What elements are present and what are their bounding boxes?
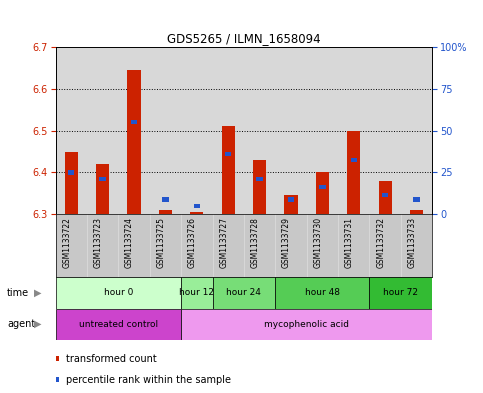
Bar bbox=[56, 277, 181, 309]
Bar bbox=[410, 210, 423, 214]
Text: GSM1133727: GSM1133727 bbox=[219, 217, 228, 268]
Bar bbox=[253, 160, 266, 214]
Bar bbox=[225, 152, 231, 156]
Text: GSM1133731: GSM1133731 bbox=[345, 217, 354, 268]
Text: GSM1133725: GSM1133725 bbox=[156, 217, 165, 268]
Text: ▶: ▶ bbox=[34, 288, 42, 298]
Bar bbox=[96, 164, 109, 214]
Text: hour 72: hour 72 bbox=[384, 288, 418, 297]
Bar bbox=[284, 195, 298, 214]
Bar bbox=[256, 176, 263, 181]
Bar bbox=[222, 127, 235, 214]
Bar bbox=[382, 193, 388, 198]
Bar bbox=[181, 309, 432, 340]
Bar bbox=[159, 210, 172, 214]
Text: untreated control: untreated control bbox=[79, 320, 158, 329]
Bar bbox=[65, 152, 78, 214]
Text: hour 48: hour 48 bbox=[305, 288, 340, 297]
Bar bbox=[316, 173, 329, 214]
Bar bbox=[128, 70, 141, 214]
Bar bbox=[319, 185, 326, 189]
Text: agent: agent bbox=[7, 319, 35, 329]
Text: GSM1133726: GSM1133726 bbox=[188, 217, 197, 268]
Text: GSM1133729: GSM1133729 bbox=[282, 217, 291, 268]
Bar bbox=[369, 277, 432, 309]
Bar bbox=[194, 204, 200, 208]
Text: mycophenolic acid: mycophenolic acid bbox=[264, 320, 349, 329]
Text: GSM1133724: GSM1133724 bbox=[125, 217, 134, 268]
Text: GSM1133733: GSM1133733 bbox=[408, 217, 416, 268]
Bar bbox=[413, 198, 420, 202]
Bar bbox=[181, 277, 213, 309]
Bar bbox=[56, 309, 181, 340]
Text: GSM1133728: GSM1133728 bbox=[251, 217, 260, 268]
Bar bbox=[162, 198, 169, 202]
Text: percentile rank within the sample: percentile rank within the sample bbox=[66, 375, 231, 385]
Text: GSM1133723: GSM1133723 bbox=[94, 217, 103, 268]
Bar bbox=[99, 176, 106, 181]
Text: GSM1133722: GSM1133722 bbox=[62, 217, 71, 268]
Text: time: time bbox=[7, 288, 29, 298]
Bar bbox=[351, 158, 357, 162]
Bar bbox=[190, 212, 203, 214]
Text: hour 12: hour 12 bbox=[179, 288, 214, 297]
Bar bbox=[288, 198, 294, 202]
Bar bbox=[275, 277, 369, 309]
Text: hour 24: hour 24 bbox=[227, 288, 261, 297]
Bar bbox=[131, 120, 137, 125]
Text: hour 0: hour 0 bbox=[104, 288, 133, 297]
Text: GDS5265 / ILMN_1658094: GDS5265 / ILMN_1658094 bbox=[167, 32, 321, 45]
Bar bbox=[347, 131, 360, 214]
Text: GSM1133730: GSM1133730 bbox=[313, 217, 323, 268]
Bar bbox=[213, 277, 275, 309]
Bar bbox=[68, 170, 74, 174]
Text: ▶: ▶ bbox=[34, 319, 42, 329]
Text: transformed count: transformed count bbox=[66, 354, 157, 364]
Text: GSM1133732: GSM1133732 bbox=[376, 217, 385, 268]
Bar bbox=[379, 181, 392, 214]
